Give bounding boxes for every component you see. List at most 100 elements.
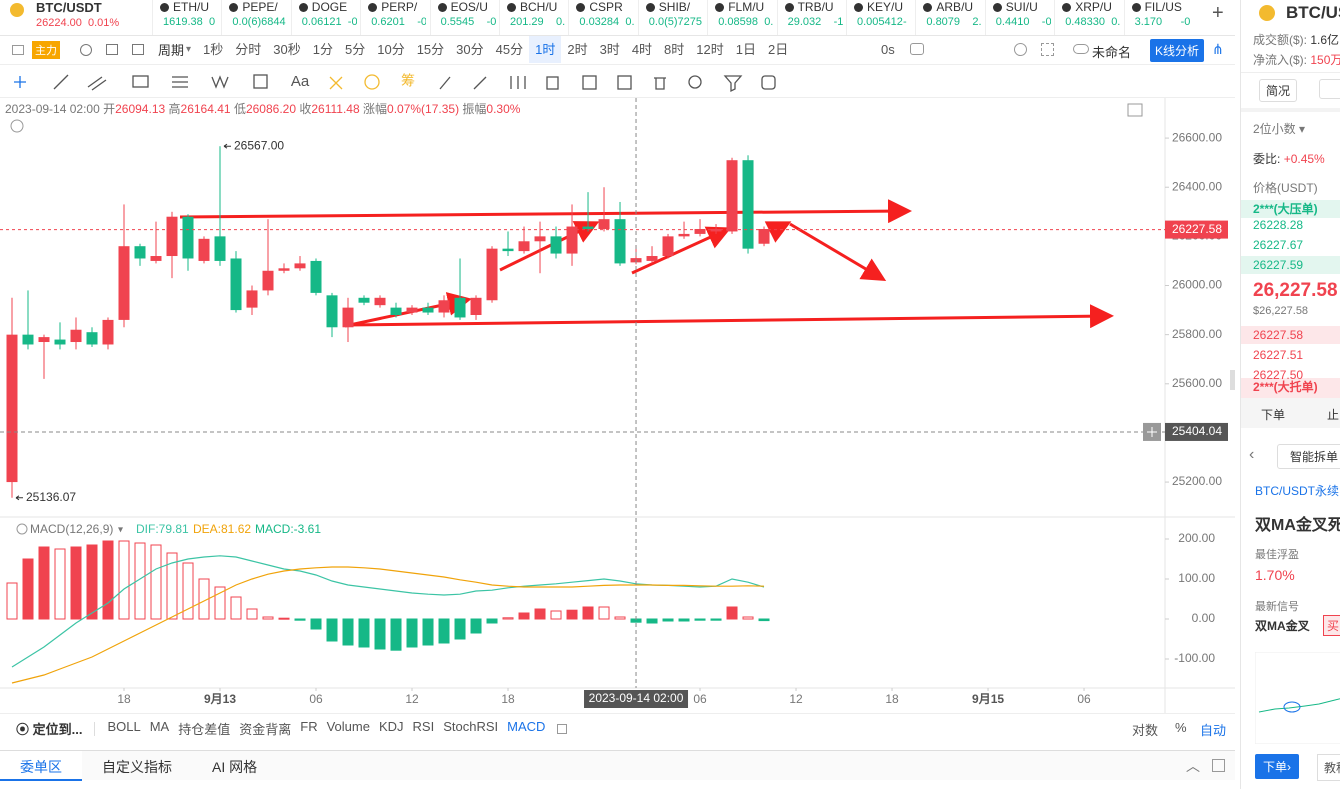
interval[interactable]: 5分 [345, 42, 366, 57]
tutorial-text[interactable]: 教程 [1324, 761, 1340, 775]
ticker[interactable]: SHIB/0.0(5)7275 [637, 0, 704, 35]
interval[interactable]: 2日 [767, 42, 789, 57]
back-icon[interactable]: ‹ [1249, 446, 1255, 463]
filter-tool[interactable] [723, 75, 743, 93]
indicator[interactable]: RSI [412, 719, 435, 734]
decimals-text[interactable]: 2位小数 [1253, 122, 1296, 136]
interval[interactable]: 1日 [735, 42, 756, 57]
wave-tool[interactable] [211, 75, 229, 89]
channel-tool[interactable] [87, 76, 107, 91]
locate-text[interactable]: 定位到... [32, 722, 83, 737]
tutorial-button[interactable]: 教程 [1317, 754, 1340, 781]
indicator[interactable]: 资金背离 [239, 722, 292, 737]
order-button-text[interactable]: 下单 [1263, 760, 1288, 774]
share-icon[interactable]: ⋔ [1212, 41, 1224, 57]
bottom-tab[interactable]: 委单区 [0, 750, 82, 781]
order-tab[interactable]: 下单 [1261, 408, 1286, 422]
delete-tool[interactable] [654, 77, 666, 90]
dropdown-icon[interactable]: ▾ [118, 525, 123, 536]
interval[interactable]: 45分 [495, 42, 524, 57]
bottom-tab[interactable]: 自定义指标 [102, 758, 172, 775]
brush-tool[interactable] [439, 76, 451, 90]
ticker[interactable]: EOS/U 0.5545 -0.0 [429, 0, 496, 35]
interval[interactable]: 1秒 [203, 42, 224, 57]
stop-tab[interactable]: 止 [1327, 408, 1340, 422]
order-button[interactable]: 下单› [1255, 754, 1300, 779]
indicator[interactable]: FR [300, 719, 318, 734]
chip-tool-2[interactable] [364, 74, 380, 90]
interval[interactable]: 2时 [567, 42, 588, 57]
ticker[interactable]: DOGE 0.06121 -0 [290, 0, 357, 35]
contract[interactable]: BTC/USDT永续 [1255, 484, 1340, 498]
smart-split[interactable]: 智能拆单 [1277, 444, 1340, 469]
magnet-tool[interactable] [688, 75, 702, 89]
indicator[interactable]: StochRSI [443, 719, 499, 734]
interval[interactable]: 1时 [529, 36, 562, 63]
ticker[interactable]: ETH/U 1619.38 0 [152, 0, 218, 35]
text-tool[interactable]: Aa [291, 73, 310, 90]
eraser-tool[interactable] [473, 76, 487, 90]
indicator[interactable]: 持仓差值 [178, 722, 231, 737]
ticker[interactable]: ARB/U 0.8079 2.8 [915, 0, 981, 35]
camera-icon[interactable] [910, 43, 924, 55]
pattern-tool[interactable] [510, 76, 526, 89]
tab[interactable] [1319, 79, 1340, 99]
interval[interactable]: 1分 [312, 42, 333, 57]
bottom-tab[interactable]: AI 网格 [212, 758, 258, 775]
main-force[interactable]: 主力 [32, 40, 60, 59]
indicator[interactable]: MACD [507, 719, 546, 734]
icon[interactable] [132, 44, 144, 55]
ticker[interactable]: BCH/U 201.29 0.8 [499, 0, 565, 35]
note-tool[interactable] [617, 75, 632, 90]
edit-icon[interactable] [557, 723, 568, 734]
ticker[interactable]: TRB/U 29.032 -1. [776, 0, 843, 35]
collapse-icon[interactable]: ︿ [1186, 758, 1200, 774]
icon[interactable] [106, 44, 118, 55]
copy-tool[interactable] [582, 75, 597, 90]
interval[interactable]: 10分 [377, 42, 405, 57]
ticker[interactable]: FLM/U 0.08598 0.0 [707, 0, 773, 35]
period[interactable]: 周期 [158, 43, 185, 58]
ticker[interactable]: FIL/US 3.170 -0.1 [1123, 0, 1190, 35]
interval[interactable]: 分时 [235, 42, 262, 57]
indicator[interactable]: MA [149, 719, 170, 734]
fib-tool[interactable] [172, 76, 188, 88]
interval[interactable]: 4时 [631, 42, 653, 57]
k-analysis-button[interactable]: K线分析 [1150, 39, 1205, 62]
ticker[interactable]: SUI/U 0.4410 -0. [984, 0, 1051, 35]
expand-icon[interactable] [1127, 103, 1143, 117]
measure-tool[interactable] [253, 74, 268, 89]
interval[interactable]: 3时 [599, 42, 620, 57]
scroll-handle[interactable] [1230, 370, 1235, 390]
lock-tool[interactable] [546, 76, 559, 90]
chip-tool-label[interactable]: 筹 [401, 73, 415, 89]
icon[interactable] [80, 43, 92, 56]
ticker[interactable]: PEPE/0.0(6)6844 [221, 0, 287, 35]
side-symbol[interactable]: BTC/USDT [1286, 3, 1340, 22]
rect-tool[interactable] [132, 75, 149, 88]
indicator[interactable]: Volume [326, 719, 370, 734]
interval[interactable]: 15分 [416, 42, 445, 57]
add-tab-icon[interactable]: + [1212, 2, 1224, 24]
chip-tool[interactable] [329, 76, 343, 90]
tab-text[interactable]: 简况 [1266, 84, 1291, 98]
interval[interactable]: 30分 [456, 42, 484, 57]
ticker[interactable]: KEY/U 0.005412- [846, 0, 912, 35]
overview-tab[interactable]: 简况 [1259, 79, 1298, 102]
smart-split-text[interactable]: 智能拆单 [1290, 450, 1339, 464]
ticker[interactable]: PERP/0.6201 -0.8 [360, 0, 426, 35]
indicator[interactable]: KDJ [378, 719, 404, 734]
ticker[interactable]: XRP/U 0.48330 0. [1054, 0, 1120, 35]
strategy[interactable]: 双MA金叉死 [1255, 517, 1340, 534]
log-toggle[interactable]: 对数 [1132, 723, 1159, 738]
interval[interactable]: 8时 [664, 42, 685, 57]
cloud-icon[interactable] [1073, 44, 1089, 54]
decimals[interactable]: 2位小数 ▾ [1253, 122, 1306, 136]
layout-name[interactable]: 未命名 [1092, 45, 1132, 60]
interval[interactable]: 12时 [696, 42, 724, 57]
popout-icon[interactable] [1212, 759, 1225, 772]
locate[interactable]: ⦿ 定位到... [16, 722, 83, 737]
collapse-icon[interactable] [10, 119, 24, 133]
ticker[interactable]: CSPR 0.03284 0.0 [568, 0, 634, 35]
auto-toggle[interactable]: 自动 [1200, 723, 1227, 738]
